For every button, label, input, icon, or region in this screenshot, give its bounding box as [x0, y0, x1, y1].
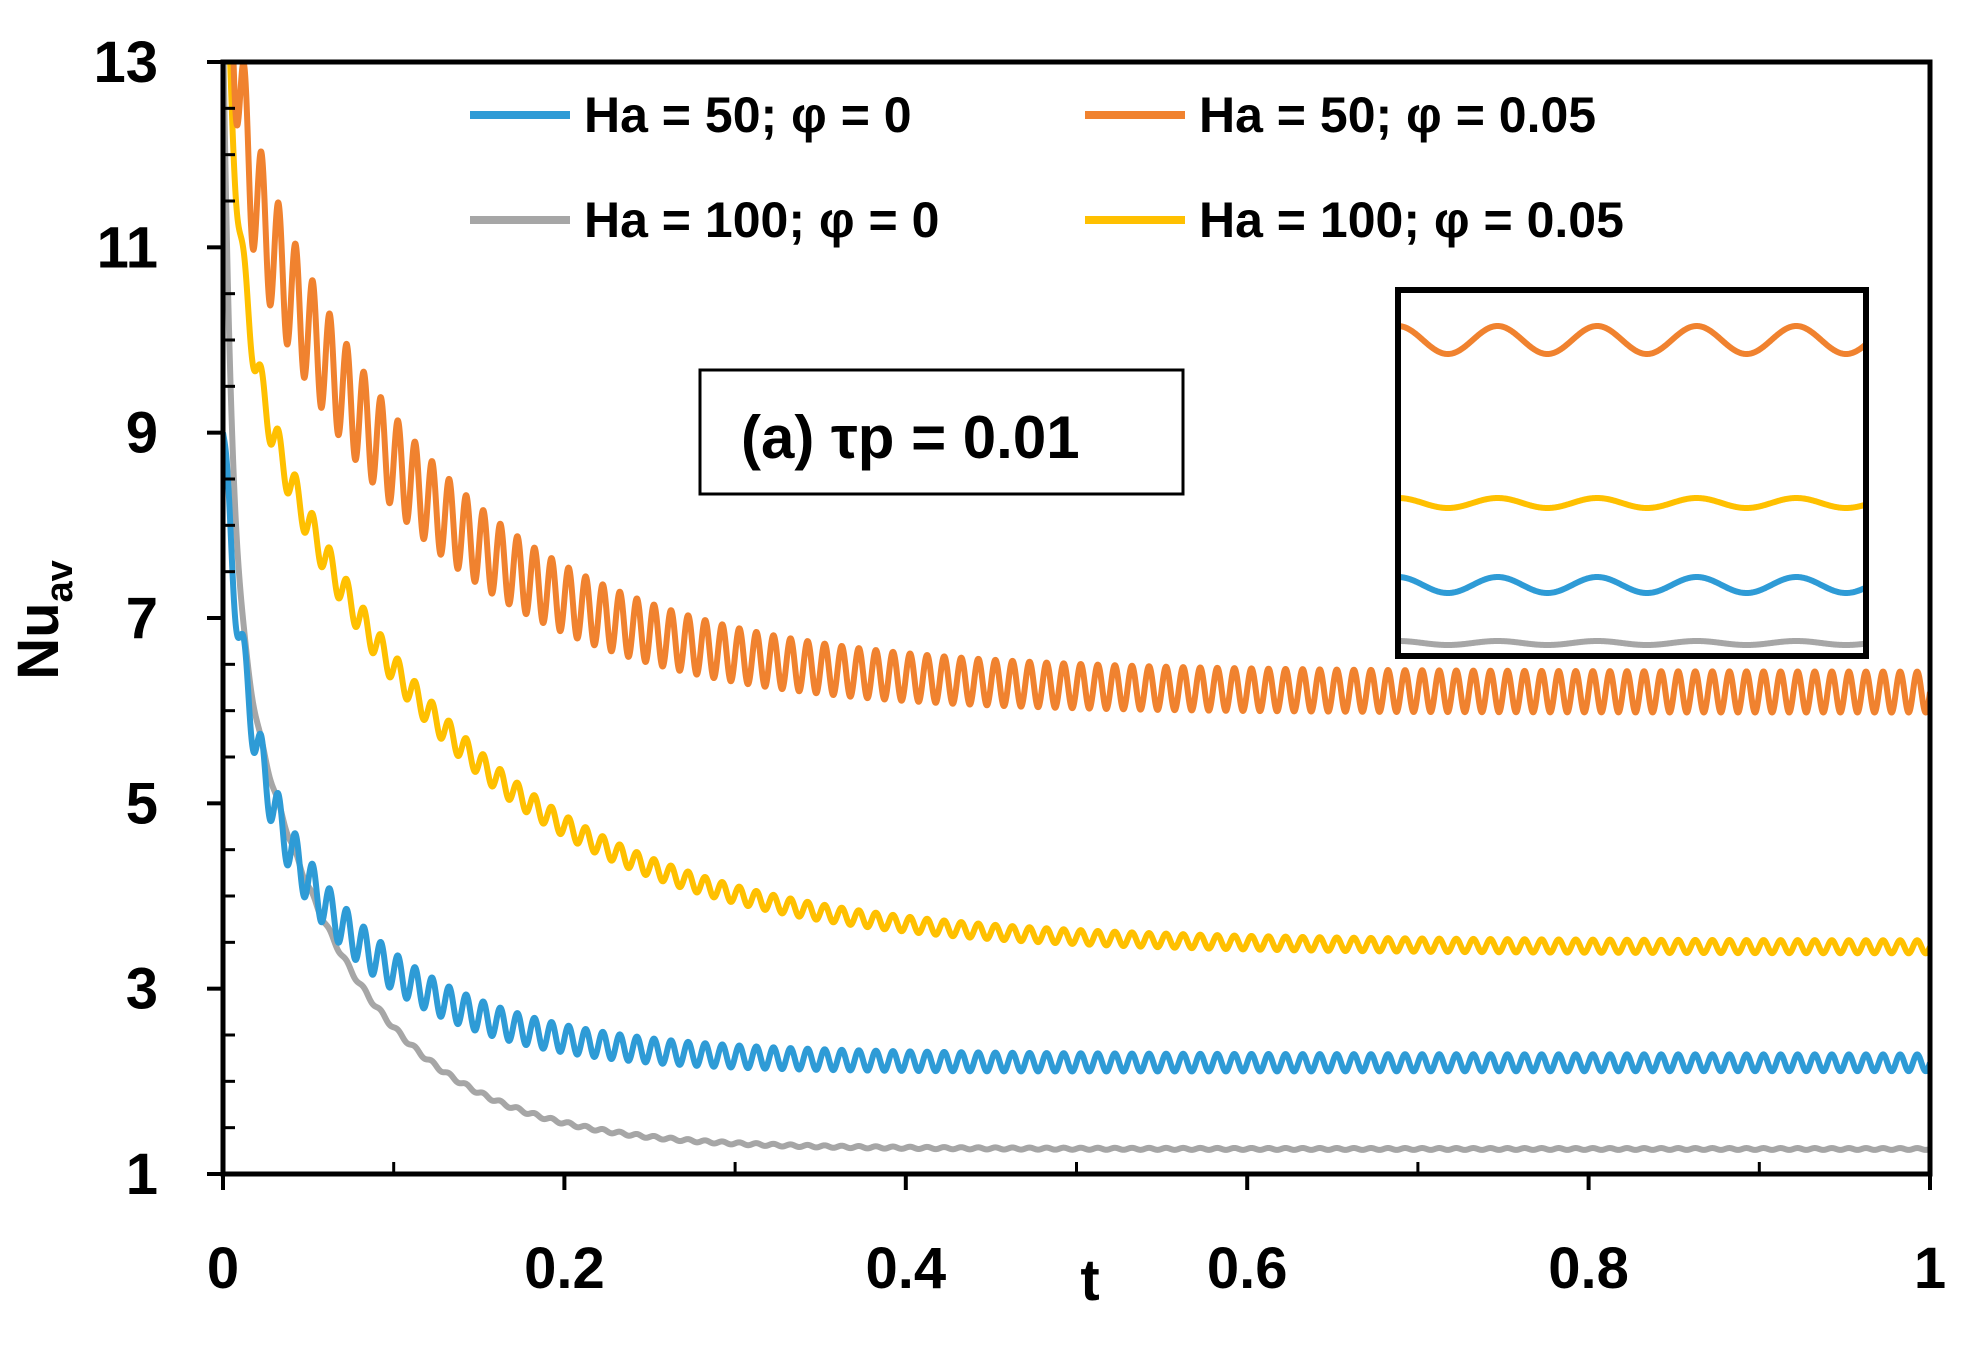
x-tick-label: 0: [207, 1236, 239, 1301]
annotation-box: (a) τp = 0.01: [698, 368, 1185, 496]
y-axis-title-sub: av: [39, 560, 81, 602]
legend-label-4: Ha = 100; φ = 0.05: [1199, 192, 1624, 248]
inset-layer: [1398, 322, 1866, 648]
y-axis-title: Nuav: [6, 560, 81, 680]
x-tick-label: 0.4: [865, 1236, 946, 1301]
y-tick-label: 5: [126, 771, 158, 836]
y-tick-label: 7: [126, 586, 158, 651]
series-line-4: [227, 62, 1930, 957]
x-tick-label: 0.2: [524, 1236, 605, 1301]
series-line-2: [230, 62, 1930, 716]
inset-frame: [1395, 287, 1869, 659]
y-axis-title-main: Nu: [6, 602, 71, 679]
annotation-text: (a) τp = 0.01: [741, 404, 1080, 471]
y-tick-label: 9: [126, 401, 158, 466]
x-axis-title: t: [1080, 1248, 1099, 1313]
ticks-layer: [207, 60, 1932, 1190]
legend-label-3: Ha = 100; φ = 0: [584, 192, 939, 248]
x-tick-label: 0.6: [1207, 1236, 1288, 1301]
legend-label-1: Ha = 50; φ = 0: [584, 87, 912, 143]
x-tick-label: 0.8: [1548, 1236, 1629, 1301]
series-layer: [223, 62, 1930, 1153]
legend-label-2: Ha = 50; φ = 0.05: [1199, 87, 1596, 143]
inset-line-4: [1398, 494, 1866, 511]
y-tick-label: 11: [97, 215, 158, 280]
annotation-frame: [698, 368, 1185, 496]
inset-line-1: [1398, 573, 1866, 597]
series-line-3: [223, 62, 1930, 1153]
inset-line-3: [1398, 638, 1866, 648]
inset: [1395, 287, 1869, 659]
legend: Ha = 50; φ = 0 Ha = 50; φ = 0.05 Ha = 10…: [470, 87, 1624, 248]
inset-line-2: [1398, 322, 1866, 358]
y-tick-label: 13: [93, 30, 158, 95]
series-line-1: [223, 430, 1930, 1075]
y-tick-label: 3: [126, 957, 158, 1022]
y-tick-label: 1: [126, 1142, 158, 1207]
x-tick-label: 1: [1914, 1236, 1946, 1301]
